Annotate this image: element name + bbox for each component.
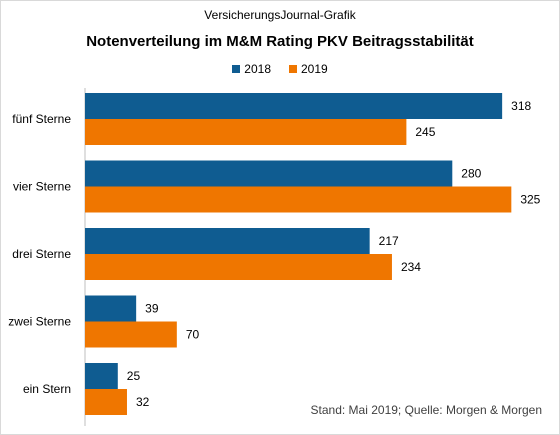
bar-2018-drei-sterne: [85, 228, 370, 254]
legend-swatch-2018: [232, 65, 241, 73]
bar-2019-vier-sterne: [85, 186, 512, 213]
legend-label-2018: 2018: [244, 62, 271, 76]
legend-item-2019: 2019: [289, 62, 328, 76]
category-label-vier-sterne: vier Sterne: [13, 180, 71, 194]
category-label-f-nf-sterne: fünf Sterne: [12, 112, 71, 126]
bar-2019-drei-sterne: [85, 254, 392, 280]
category-label-ein-stern: ein Stern: [23, 382, 71, 396]
value-label-2018-vier-sterne: 280: [461, 167, 481, 181]
value-label-2018-drei-sterne: 217: [379, 234, 399, 248]
value-label-2019-f-nf-sterne: 245: [415, 125, 435, 139]
value-label-2018-zwei-sterne: 39: [145, 302, 159, 316]
chart-title: Notenverteilung im M&M Rating PKV Beitra…: [86, 33, 474, 50]
value-label-2018-ein-stern: 25: [127, 369, 141, 383]
legend-item-2018: 2018: [232, 62, 271, 76]
legend-swatch-2019: [289, 65, 297, 73]
bar-2018-f-nf-sterne: [85, 93, 503, 119]
bar-2019-ein-stern: [85, 389, 127, 415]
category-label-drei-sterne: drei Sterne: [12, 247, 71, 261]
category-label-zwei-sterne: zwei Sterne: [8, 315, 71, 329]
chart-source-label: VersicherungsJournal-Grafik: [204, 8, 356, 22]
value-label-2019-vier-sterne: 325: [520, 193, 540, 207]
bar-2018-ein-stern: [85, 363, 118, 389]
value-label-2019-ein-stern: 32: [136, 395, 150, 409]
value-label-2019-drei-sterne: 234: [401, 260, 421, 274]
chart-legend: 2018 2019: [0, 62, 560, 76]
value-label-2018-f-nf-sterne: 318: [511, 99, 531, 113]
bar-2019-f-nf-sterne: [85, 119, 407, 145]
legend-label-2019: 2019: [301, 62, 328, 76]
value-label-2019-zwei-sterne: 70: [186, 328, 200, 342]
bar-2018-zwei-sterne: [85, 295, 137, 322]
bar-2019-zwei-sterne: [85, 321, 177, 348]
bar-2018-vier-sterne: [85, 160, 453, 187]
chart-footer-note: Stand: Mai 2019; Quelle: Morgen & Morgen: [310, 403, 542, 417]
